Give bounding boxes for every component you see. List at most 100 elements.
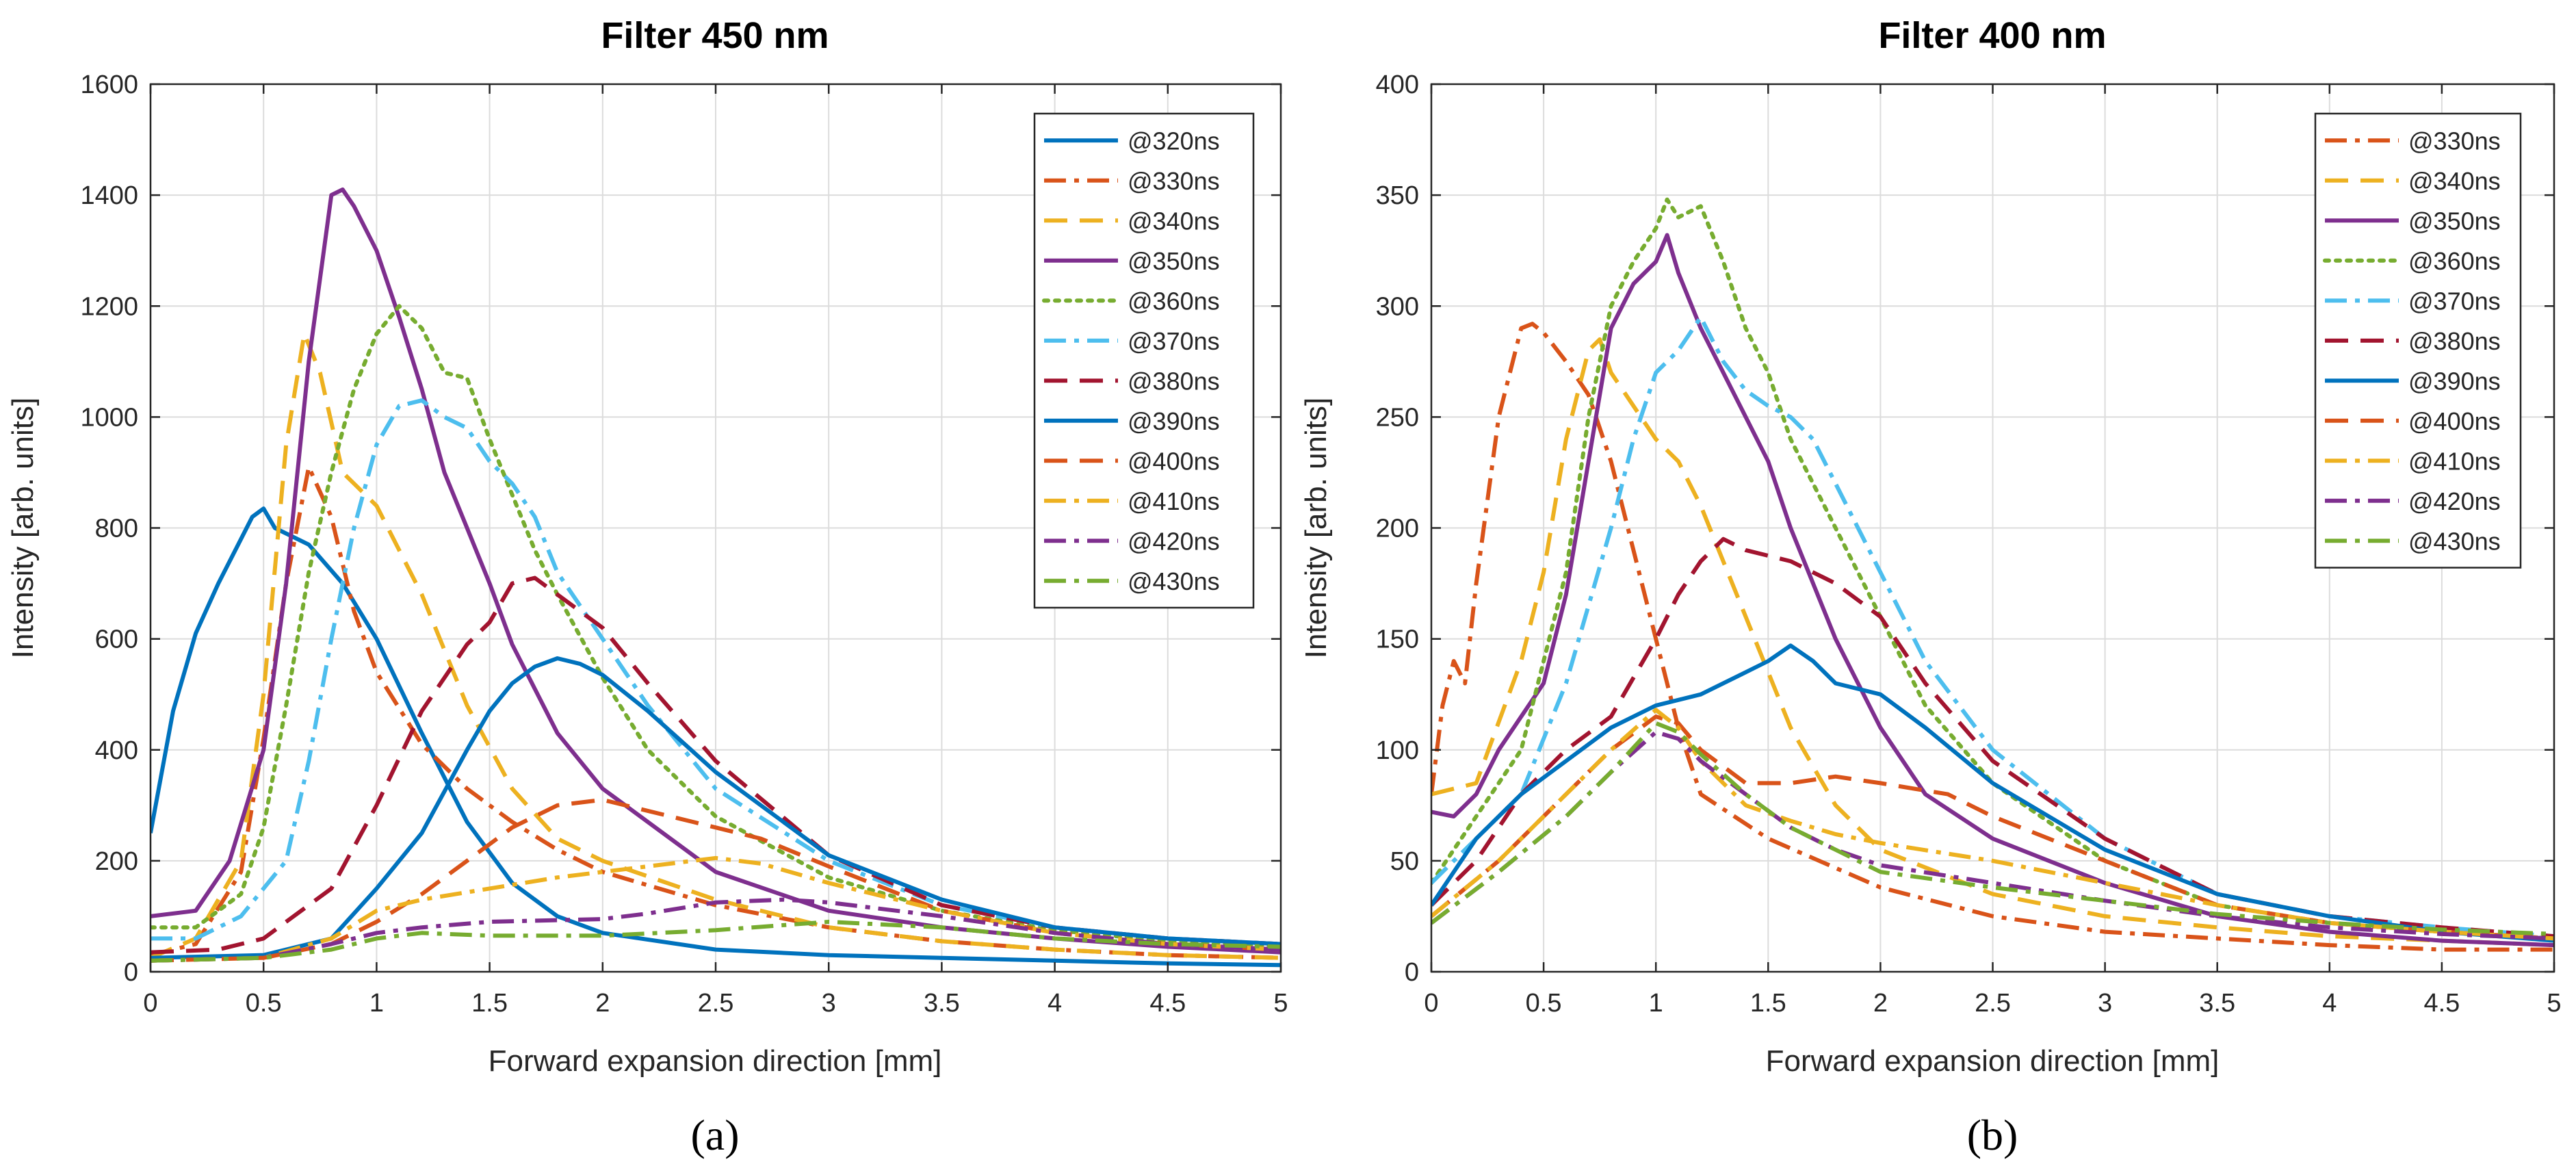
legend-label: @360ns xyxy=(1128,287,1220,315)
y-tick-label: 300 xyxy=(1376,292,1419,321)
legend-label: @350ns xyxy=(2408,207,2501,235)
y-tick-label: 400 xyxy=(1376,70,1419,99)
x-tick-label: 4.5 xyxy=(1149,989,1186,1018)
legend-item: @330ns xyxy=(2325,127,2501,155)
y-tick-label: 50 xyxy=(1390,847,1419,876)
x-tick-label: 4 xyxy=(2322,989,2337,1018)
series-line-330ns xyxy=(1431,322,2554,952)
y-tick-label: 100 xyxy=(1376,736,1419,765)
legend-item: @430ns xyxy=(1044,567,1220,595)
x-tick-label: 0 xyxy=(143,989,157,1018)
legend: @320ns @330ns @340ns @350ns @360ns @370ns @380… xyxy=(1033,112,1255,609)
series-line-410ns xyxy=(151,855,1281,963)
legend-box xyxy=(2314,112,2522,569)
legend-item: @400ns xyxy=(2325,407,2501,435)
series-lines xyxy=(1431,197,2554,952)
series-line-360ns xyxy=(151,304,1281,949)
legend-box xyxy=(1033,112,1255,609)
legend-item: @420ns xyxy=(1044,527,1220,555)
series-line-350ns xyxy=(1431,233,2554,948)
y-tick-label: 600 xyxy=(95,625,138,654)
x-tick-label: 0.5 xyxy=(246,989,282,1018)
x-tick-label: 2.5 xyxy=(698,989,734,1018)
legend-label: @360ns xyxy=(2408,247,2501,275)
x-tick-label: 2.5 xyxy=(1975,989,2011,1018)
x-tick-label: 1 xyxy=(369,989,384,1018)
chart-panel-b: 0 0.5 1 1.5 2 2.5 3 3.5 4 4.5 50501001502002503003… xyxy=(1299,15,2562,1159)
y-tick-label: 1600 xyxy=(80,70,138,99)
series-line-430ns xyxy=(1431,721,2554,936)
series-line-320ns xyxy=(151,506,1281,968)
legend-label: @330ns xyxy=(1128,167,1220,195)
x-tick-label: 1.5 xyxy=(1750,989,1786,1018)
legend-label: @370ns xyxy=(2408,287,2501,315)
x-tick-label: 3.5 xyxy=(2199,989,2235,1018)
x-tick-label: 0.5 xyxy=(1526,989,1562,1018)
legend-item: @390ns xyxy=(1044,407,1220,435)
x-tick-label: 3.5 xyxy=(924,989,960,1018)
series-line-390ns xyxy=(1431,643,2554,943)
chart-title: Filter 400 nm xyxy=(1878,15,2106,56)
legend-label: @410ns xyxy=(1128,487,1220,515)
chart-panel-a: 0 0.5 1 1.5 2 2.5 3 3.5 4 4.5 5 0 200 400 600 800 1000 12… xyxy=(6,15,1288,1159)
legend-label: @320ns xyxy=(1128,127,1220,155)
y-axis-label: Intensity [arb. units] xyxy=(6,398,40,659)
legend-item: @410ns xyxy=(1044,487,1220,515)
y-tick-label: 0 xyxy=(124,958,138,987)
legend: @330ns @340ns @350ns @360ns @370ns @380ns @390… xyxy=(2314,112,2522,569)
legend-label: @400ns xyxy=(1128,447,1220,475)
x-tick-label: 0 xyxy=(1424,989,1438,1018)
legend-item: @410ns xyxy=(2325,447,2501,475)
legend-label: @350ns xyxy=(1128,247,1220,275)
legend-label: @410ns xyxy=(2408,447,2501,475)
series-line-430ns xyxy=(151,920,1281,963)
chart-title: Filter 450 nm xyxy=(601,15,829,56)
y-tick-label: 0 xyxy=(1405,958,1419,987)
legend-item: @390ns xyxy=(2325,367,2501,395)
series-line-410ns xyxy=(1431,708,2554,941)
legend-label: @370ns xyxy=(1128,327,1220,355)
x-tick-label: 1.5 xyxy=(471,989,508,1018)
y-tick-label: 200 xyxy=(1376,515,1419,543)
legend-item: @430ns xyxy=(2325,527,2501,555)
x-tick-label: 1 xyxy=(1649,989,1663,1018)
legend-item: @380ns xyxy=(1044,367,1220,395)
series-line-380ns xyxy=(151,576,1281,955)
legend-label: @430ns xyxy=(2408,527,2501,555)
legend-item: @380ns xyxy=(2325,327,2501,355)
series-line-420ns xyxy=(151,897,1281,963)
y-tick-label: 800 xyxy=(95,515,138,543)
legend-label: @400ns xyxy=(2408,407,2501,435)
panel-label: (a) xyxy=(690,1111,739,1159)
series-line-390ns xyxy=(151,656,1281,960)
legend-item: @360ns xyxy=(2323,247,2501,275)
legend-label: @380ns xyxy=(1128,367,1220,395)
x-tick-label: 5 xyxy=(2547,989,2561,1018)
x-axis-label: Forward expansion direction [mm] xyxy=(489,1044,942,1078)
series-line-420ns xyxy=(1431,729,2554,941)
legend-label: @330ns xyxy=(2408,127,2501,155)
y-tick-label: 200 xyxy=(95,847,138,876)
legend-item: @370ns xyxy=(1044,327,1220,355)
legend-label: @430ns xyxy=(1128,567,1220,595)
x-tick-label: 3 xyxy=(2098,989,2112,1018)
legend-item: @340ns xyxy=(2325,167,2501,195)
legend-item: @350ns xyxy=(2325,207,2501,235)
series-line-350ns xyxy=(151,188,1281,955)
legend-label: @340ns xyxy=(1128,207,1220,235)
series-lines xyxy=(151,188,1281,968)
y-tick-label: 350 xyxy=(1376,181,1419,210)
x-tick-label: 4 xyxy=(1048,989,1062,1018)
legend-label: @390ns xyxy=(2408,367,2501,395)
legend-item: @320ns xyxy=(1044,127,1220,155)
legend-item: @360ns xyxy=(1042,287,1220,315)
series-line-340ns xyxy=(1431,337,2554,948)
y-tick-label: 150 xyxy=(1376,625,1419,654)
x-tick-label: 2 xyxy=(595,989,610,1018)
panel-label: (b) xyxy=(1967,1111,2018,1159)
x-axis-label: Forward expansion direction [mm] xyxy=(1766,1044,2220,1078)
y-tick-label: 250 xyxy=(1376,403,1419,432)
x-tick-label: 5 xyxy=(1273,989,1288,1018)
y-axis-label: Intensity [arb. units] xyxy=(1299,398,1333,659)
series-line-360ns xyxy=(1431,197,2554,941)
